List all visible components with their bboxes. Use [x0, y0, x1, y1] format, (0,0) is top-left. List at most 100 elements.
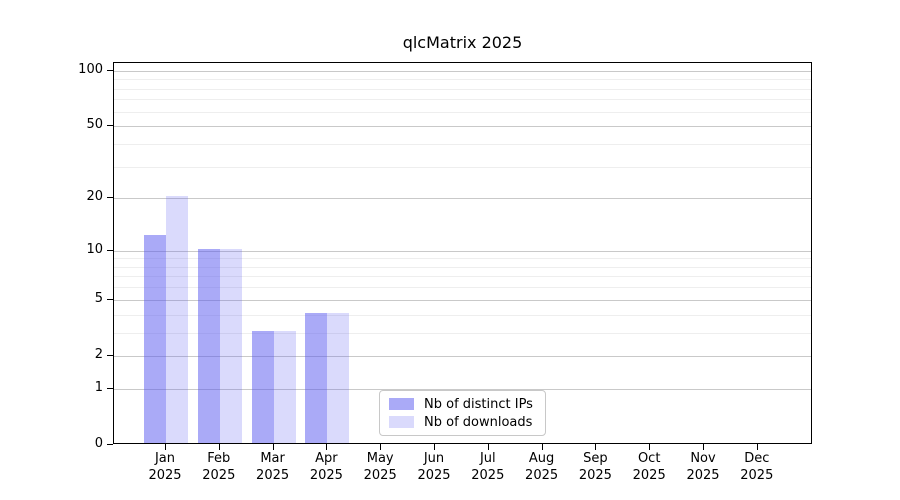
- major-gridline: [114, 299, 811, 301]
- bar-jan-downloads: [166, 196, 188, 443]
- x-tick-label: May 2025: [348, 451, 412, 484]
- x-tick-month: Feb: [207, 451, 231, 466]
- x-tick-mark: [326, 444, 328, 450]
- minor-gridline: [114, 111, 811, 113]
- minor-gridline: [114, 258, 811, 260]
- x-tick-mark: [703, 444, 704, 450]
- y-tick-label: 20: [86, 189, 103, 205]
- x-tick-mark: [380, 444, 382, 450]
- bar-feb-distinct-ips: [197, 248, 220, 443]
- x-tick-label: Apr 2025: [294, 451, 358, 484]
- x-tick-month: Apr: [315, 451, 338, 466]
- x-tick-year: 2025: [686, 467, 720, 483]
- major-gridline: [114, 126, 811, 128]
- minor-gridline: [114, 166, 811, 168]
- x-tick-year: 2025: [202, 467, 236, 483]
- x-tick-label: Oct 2025: [617, 451, 681, 484]
- x-tick-mark: [756, 444, 758, 450]
- plot-area: Nb of distinct IPs Nb of downloads: [113, 62, 812, 444]
- bar-jan-distinct-ips: [144, 235, 166, 443]
- legend: Nb of distinct IPs Nb of downloads: [379, 390, 546, 436]
- x-tick-month: Oct: [637, 451, 661, 466]
- minor-gridline: [114, 287, 811, 289]
- major-gridline: [114, 388, 811, 390]
- x-tick-mark: [649, 444, 651, 450]
- x-tick-year: 2025: [417, 467, 451, 483]
- legend-swatch-distinct-ips: [389, 398, 414, 410]
- chart-title: qlcMatrix 2025: [402, 33, 523, 52]
- minor-gridline: [114, 88, 811, 90]
- x-tick-label: Sep 2025: [563, 451, 627, 484]
- gridlines-layer: [114, 63, 811, 443]
- y-tick-label: 2: [94, 346, 103, 362]
- x-tick-year: 2025: [309, 467, 343, 483]
- legend-label-distinct-ips: Nb of distinct IPs: [424, 396, 533, 412]
- bar-apr-downloads: [327, 312, 350, 443]
- x-tick-mark: [434, 444, 435, 450]
- x-tick-mark: [541, 444, 543, 450]
- bar-mar-downloads: [273, 330, 296, 443]
- y-tick-mark: [107, 354, 113, 356]
- x-tick-month: May: [366, 451, 394, 466]
- x-tick-label: Nov 2025: [671, 451, 735, 484]
- y-tick-mark: [107, 387, 113, 389]
- x-tick-month: Aug: [528, 451, 555, 466]
- bar-feb-downloads: [219, 248, 242, 443]
- x-tick-month: Nov: [690, 451, 716, 466]
- x-tick-year: 2025: [578, 467, 612, 483]
- y-tick-label: 100: [78, 61, 103, 77]
- minor-gridline: [114, 266, 811, 268]
- major-gridline: [114, 250, 811, 252]
- x-tick-label: Jan 2025: [133, 451, 197, 484]
- x-tick-year: 2025: [471, 467, 505, 483]
- bar-apr-distinct-ips: [305, 312, 328, 443]
- minor-gridline: [114, 143, 811, 145]
- x-tick-label: Aug 2025: [510, 451, 574, 484]
- x-tick-label: Jun 2025: [402, 451, 466, 484]
- minor-gridline: [114, 79, 811, 81]
- x-tick-mark: [218, 444, 220, 450]
- legend-label-downloads: Nb of downloads: [424, 414, 533, 430]
- x-tick-month: Dec: [744, 451, 770, 466]
- x-tick-year: 2025: [632, 467, 666, 483]
- major-gridline: [114, 198, 811, 200]
- major-gridline: [114, 70, 811, 72]
- legend-item-downloads: Nb of downloads: [389, 415, 536, 430]
- x-tick-mark: [165, 444, 166, 450]
- x-tick-label: Feb 2025: [187, 451, 251, 484]
- major-gridline: [114, 355, 811, 357]
- x-tick-mark: [595, 444, 597, 450]
- x-tick-year: 2025: [363, 467, 397, 483]
- x-tick-month: Jul: [479, 451, 496, 466]
- legend-swatch-downloads: [389, 416, 414, 428]
- y-tick-mark: [107, 69, 113, 71]
- y-tick-mark: [107, 197, 113, 199]
- x-tick-label: Dec 2025: [725, 451, 789, 484]
- x-tick-year: 2025: [740, 467, 774, 483]
- x-tick-year: 2025: [256, 467, 290, 483]
- y-tick-label: 1: [94, 379, 103, 395]
- y-tick-label: 50: [86, 117, 103, 133]
- x-tick-year: 2025: [525, 467, 559, 483]
- bars-layer: [114, 63, 811, 443]
- y-tick-label: 5: [94, 290, 103, 306]
- x-tick-month: Jun: [423, 451, 445, 466]
- y-tick-mark: [107, 444, 113, 445]
- x-tick-month: Jan: [154, 451, 176, 466]
- y-tick-mark: [107, 125, 113, 127]
- minor-gridline: [114, 332, 811, 334]
- x-tick-mark: [487, 444, 489, 450]
- x-tick-label: Mar 2025: [241, 451, 305, 484]
- x-tick-month: Mar: [260, 451, 285, 466]
- y-tick-mark: [107, 298, 113, 300]
- bar-mar-distinct-ips: [251, 330, 274, 443]
- minor-gridline: [114, 99, 811, 101]
- legend-item-distinct-ips: Nb of distinct IPs: [389, 397, 536, 412]
- y-tick-mark: [107, 249, 113, 251]
- y-tick-label: 10: [86, 241, 103, 257]
- x-tick-mark: [272, 444, 274, 450]
- x-tick-label: Jul 2025: [456, 451, 520, 484]
- minor-gridline: [114, 276, 811, 278]
- minor-gridline: [114, 314, 811, 316]
